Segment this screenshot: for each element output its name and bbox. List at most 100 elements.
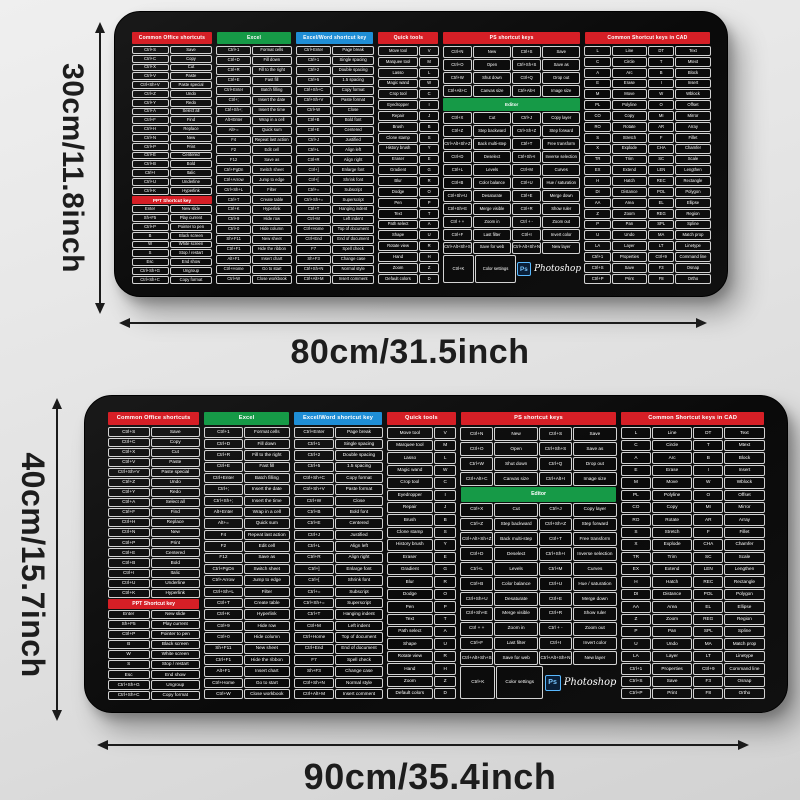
shortcut-action: Save as [572,442,617,457]
shortcut-key: TR [584,154,611,165]
shortcut-key: Ctrl+Sh+= [295,195,332,205]
shortcut-action: Normal style [335,677,383,689]
shortcut-action: Fill down [251,56,292,65]
table-row: Sh+F5 Play current [107,619,200,630]
shortcut-action: Rectangle [675,176,711,187]
shortcut-key: Ctrl+U [512,176,542,189]
shortcut-action: Edit cell [244,541,290,552]
shortcut-key: Ctrl+P [131,142,169,151]
shortcut-key: Ctrl+P [107,538,150,548]
column-header-office: Common Office shortcuts [132,32,212,44]
shortcut-action: Rotate [611,121,647,132]
shortcut-action: Copy [150,437,200,447]
shortcut-key: F7 [295,244,332,254]
shortcut-key: G [419,165,439,176]
table-row: Rotate view R [377,241,439,252]
mat-print-area: Common Office shortcuts Ctrl+S Save Ctrl+C C… [107,412,765,700]
table-row: Ctrl+1 Single spacing [293,438,383,450]
shortcut-key: Ctrl+Sh+N [295,264,332,274]
shortcut-action: Move tool [377,46,419,56]
table-row: Alt+= Quick sum [203,518,290,529]
shortcut-action: Black screen [169,231,213,240]
shortcut-action: Fill to the right [244,450,290,461]
shortcut-key: Ctrl+Z [131,90,169,98]
shortcut-key: Ctrl+1 [584,252,611,262]
table-row: Ctrl+Sh+U Desaturate Ctrl+E Merge down [460,591,618,606]
shortcut-action: Repair [386,501,434,514]
shortcut-action: Move tool [386,427,434,439]
shortcut-key: MA [647,230,675,241]
shortcut-key: T [693,439,724,452]
table-row: A Arc B Block [584,67,711,78]
shortcut-action: Explode [611,143,647,154]
shortcut-key: Ctrl+S [512,46,542,59]
table-row: Ctrl+J Justified [295,135,374,145]
photoshop-wordmark: Photoshop [534,264,581,274]
shortcut-action: Erase [652,464,693,477]
table-row: Ctrl+E Centered [295,125,374,135]
shortcut-action: Double spacing [332,65,374,75]
shortcut-rows: Ctrl+S Save Ctrl+C Copy Ctrl+X Cut Ctrl+V Paste… [131,46,213,284]
shortcut-key: DT [647,46,675,56]
shortcut-key: F12 [216,155,251,165]
shortcut-action: Centered [335,518,383,529]
table-row: History brush Y [377,143,439,154]
shortcut-key: Ctrl+E [512,189,542,202]
shortcut-action: History brush [386,539,434,551]
shortcut-key: W [693,477,724,489]
shortcut-action: Region [675,208,711,219]
shortcut-action: Polyline [611,100,647,111]
table-row: Ctrl+[Shrink font [293,575,383,586]
table-row: Alt+F1 Insert chart [216,254,292,264]
shortcut-key: CHA [693,539,724,551]
table-row: Ctrl+] Enlarge font [295,165,374,175]
table-row: Ctrl+Z Undo [131,90,213,99]
shortcut-key: Ctrl+Sh+Z [539,517,572,532]
table-row: Alt+F1 Insert chart [203,666,290,677]
table-row: W White screen [107,650,200,660]
shortcut-action: Insert comment [335,689,383,700]
shortcut-key: Ctrl+Sh+I [512,150,542,163]
shortcut-rows: Ctrl+N New Ctrl+S Save Ctrl+O Open Ctrl+Sh+S Sa… [460,427,618,700]
table-row: Ctrl+I Italic [107,568,200,578]
shortcut-action: Text [377,208,419,219]
shortcut-key: I [693,464,724,477]
shortcut-action: Normal style [332,264,374,274]
shortcut-key: J [419,111,439,121]
shortcut-action: Quick sum [244,518,290,529]
shortcut-action: Centered [332,125,374,135]
shortcut-action: Mirror [724,501,765,514]
shortcut-action: Paste format [335,484,383,495]
shortcut-action: Bold [150,558,200,568]
shortcut-key: Ctrl+Sh+G [131,267,169,275]
shortcut-key: Ctrl+Sh+C [107,690,150,700]
arrow-head-left-icon [97,740,108,750]
shortcut-key: W [419,78,439,89]
shortcut-action: Insert the time [244,495,290,507]
shortcut-key: F3 [693,675,724,687]
shortcut-key: Ctrl+D [460,547,494,562]
shortcut-key: Z [584,208,611,219]
shortcut-action: Layer [652,650,693,663]
table-row: Ctrl+N New Ctrl+S Save [460,427,618,442]
shortcut-action: Close [335,495,383,507]
shortcut-action: Distance [652,588,693,601]
table-row: Esc End show [107,670,200,680]
shortcut-key: Ctrl+Sh+L [203,586,244,598]
shortcut-key: L [434,452,457,464]
shortcut-key: POL [693,588,724,601]
shortcut-key: B [419,121,439,132]
shortcut-action: Fast fill [251,75,292,85]
shortcut-action: Layer [611,241,647,252]
shortcut-action: Align left [332,145,374,155]
table-row: Crop tool C [386,477,457,489]
table-row: Ctrl+1 Properties Ctrl+9 Command line [584,252,711,263]
shortcut-key: F8 [693,688,724,700]
shortcut-action: Save for web [472,241,512,254]
table-row: Sh+F11 New sheet [203,643,290,654]
shortcut-rows: Ctrl+1 Format cells Ctrl+D Fill down Ctrl+R F… [203,427,290,700]
column-tools: Quick tools Move tool V Marquee tool M Lasso L… [377,32,439,284]
shortcut-key: Ctrl+C [107,437,150,447]
shortcut-key: O [647,100,675,111]
table-row: F2 Edit cell [216,145,292,155]
